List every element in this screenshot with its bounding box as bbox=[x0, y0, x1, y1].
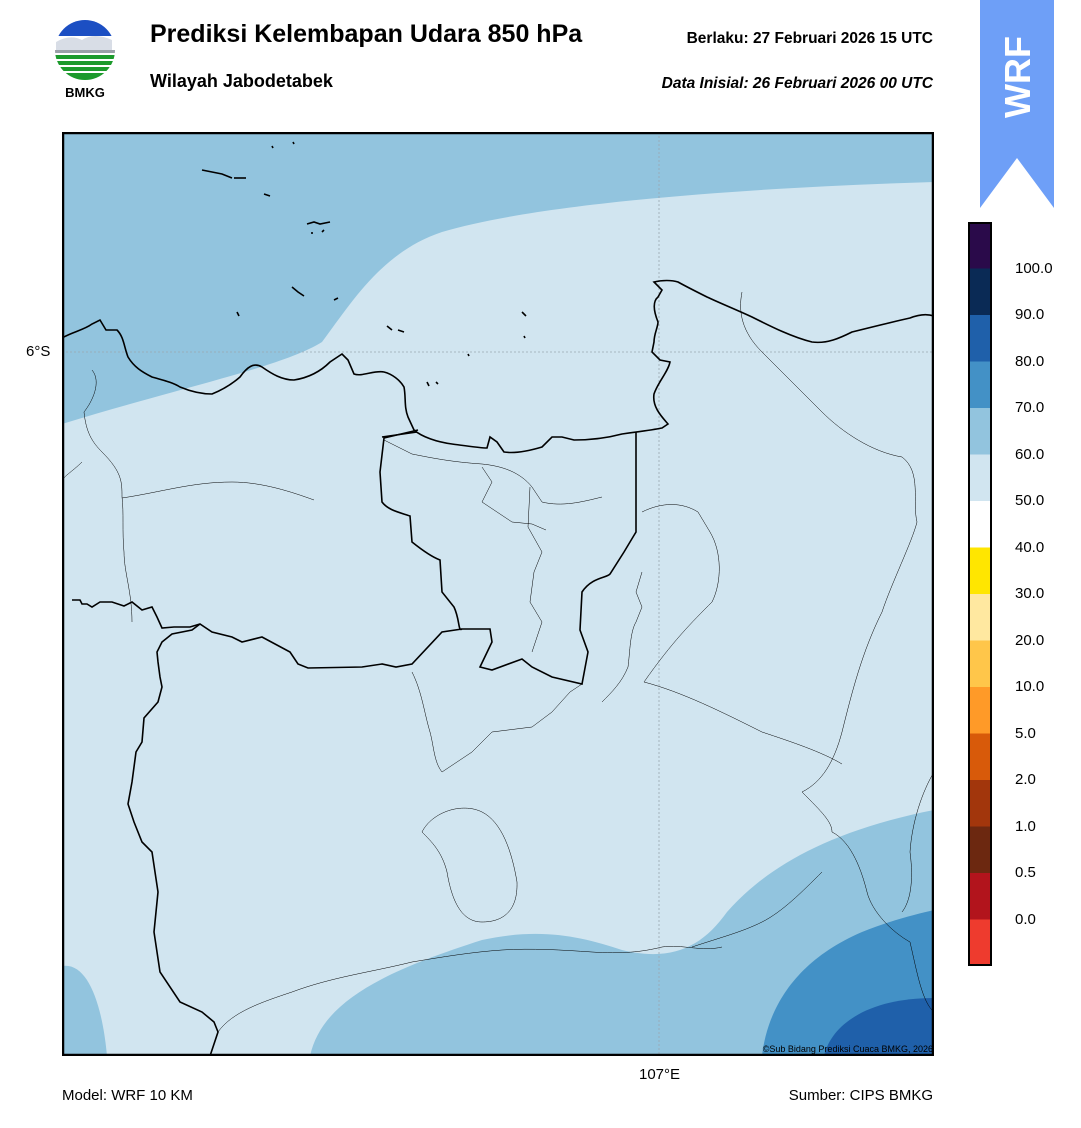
bmkg-logo bbox=[55, 20, 115, 80]
colorbar-segment bbox=[970, 547, 990, 595]
colorbar-segment bbox=[970, 361, 990, 409]
colorbar-segment bbox=[970, 454, 990, 502]
colorbar-segment bbox=[970, 780, 990, 827]
colorbar-tick-label: 2.0 bbox=[1015, 771, 1036, 788]
colorbar-tick-label: 50.0 bbox=[1015, 492, 1045, 509]
wrf-banner-text: WRF bbox=[997, 36, 1038, 118]
model-text: Model: WRF 10 KM bbox=[62, 1087, 193, 1104]
province-border-west bbox=[127, 623, 219, 1056]
colorbar-tick-label: 1.0 bbox=[1015, 817, 1036, 835]
province-border bbox=[379, 429, 637, 685]
colorbar-segment bbox=[970, 594, 990, 641]
humidity-band-80-90 bbox=[824, 998, 934, 1056]
colorbar-segment bbox=[970, 687, 990, 734]
humidity-band-60-70-southeast bbox=[310, 810, 934, 1056]
province-border-south bbox=[72, 599, 463, 669]
coastline bbox=[62, 279, 934, 454]
map-title: Prediksi Kelembapan Udara 850 hPa bbox=[150, 20, 583, 48]
initial-time: Data Inisial: 26 Februari 2026 00 UTC bbox=[661, 75, 933, 92]
colorbar-tick-label: 80.0 bbox=[1015, 352, 1045, 370]
humidity-band-60-70-south bbox=[62, 965, 107, 1056]
colorbar-tick-label: 70.0 bbox=[1015, 399, 1045, 416]
colorbar-tick-label: 20.0 bbox=[1015, 631, 1045, 649]
colorbar-segment bbox=[970, 222, 990, 269]
colorbar-segment bbox=[970, 315, 990, 362]
valid-time: Berlaku: 27 Februari 2026 15 UTC bbox=[686, 30, 933, 47]
regency-borders bbox=[62, 291, 934, 1033]
source-text: Sumber: CIPS BMKG bbox=[788, 1087, 933, 1104]
humidity-map bbox=[62, 132, 934, 1056]
colorbar-segment bbox=[970, 733, 990, 781]
latitude-label: 6°S bbox=[26, 343, 51, 360]
colorbar-segment bbox=[970, 268, 990, 316]
thousand-islands bbox=[201, 141, 527, 387]
humidity-colorbar bbox=[968, 222, 992, 966]
colorbar-tick-label: 5.0 bbox=[1015, 724, 1036, 742]
longitude-label: 107°E bbox=[639, 1066, 681, 1083]
colorbar-segment bbox=[970, 919, 990, 966]
colorbar-tick-label: 40.0 bbox=[1015, 538, 1045, 556]
colorbar-segment bbox=[970, 501, 990, 548]
humidity-band-60-70-north bbox=[62, 132, 934, 424]
colorbar-tick-label: 30.0 bbox=[1015, 585, 1045, 602]
colorbar-tick-label: 90.0 bbox=[1015, 306, 1045, 323]
colorbar-segment bbox=[970, 873, 990, 920]
map-subtitle: Wilayah Jabodetabek bbox=[150, 71, 333, 91]
copyright-text: ©Sub Bidang Prediksi Cuaca BMKG, 2026 bbox=[762, 1044, 933, 1054]
wrf-banner bbox=[980, 0, 1054, 208]
colorbar-tick-label: 0.0 bbox=[1015, 910, 1036, 928]
colorbar-tick-label: 10.0 bbox=[1015, 678, 1045, 695]
colorbar-segment bbox=[970, 408, 990, 455]
colorbar-segment bbox=[970, 826, 990, 874]
colorbar-tick-label: 0.5 bbox=[1015, 864, 1036, 881]
colorbar-tick-label: 60.0 bbox=[1015, 445, 1045, 463]
map-frame bbox=[62, 132, 934, 1056]
colorbar-tick-label: 100.0 bbox=[1015, 259, 1053, 277]
colorbar-segment bbox=[970, 640, 990, 688]
logo-text: BMKG bbox=[65, 85, 105, 100]
